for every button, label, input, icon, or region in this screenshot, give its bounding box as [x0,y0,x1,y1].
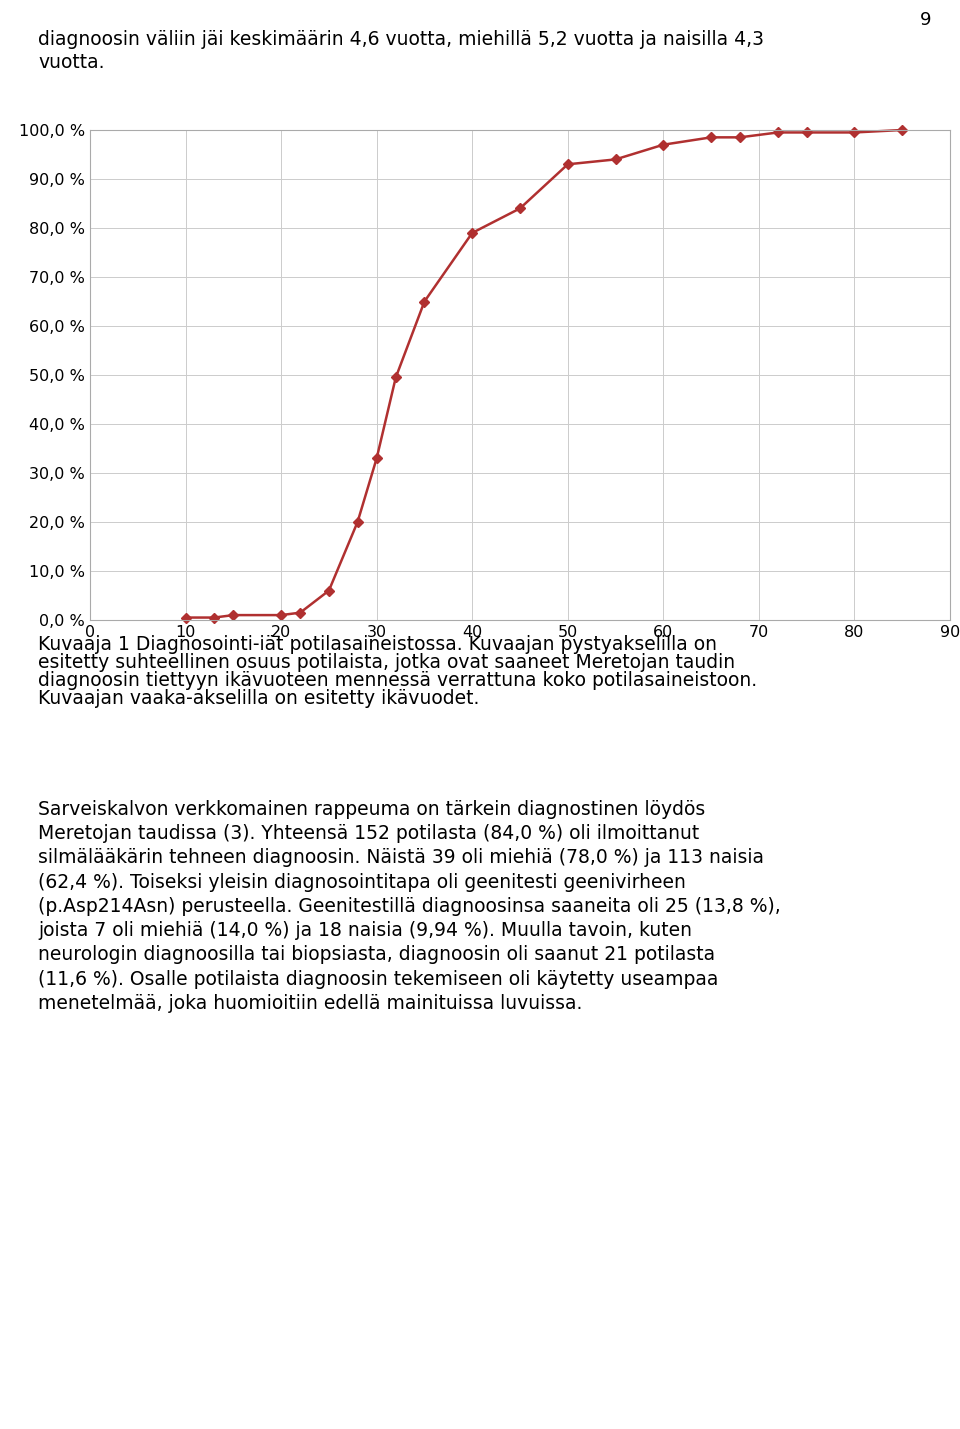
Text: Kuvaajan vaaka-akselilla on esitetty ikävuodet.: Kuvaajan vaaka-akselilla on esitetty ikä… [38,689,480,707]
Text: Kuvaaja 1 Diagnosointi-iät potilasaineistossa. Kuvaajan pystyakselilla on: Kuvaaja 1 Diagnosointi-iät potilasaineis… [38,634,717,654]
Text: 9: 9 [920,11,931,30]
Text: diagnoosin tiettyyn ikävuoteen mennessä verrattuna koko potilasaineistoon.: diagnoosin tiettyyn ikävuoteen mennessä … [38,672,757,690]
Text: vuotta.: vuotta. [38,53,105,71]
Text: esitetty suhteellinen osuus potilaista, jotka ovat saaneet Meretojan taudin: esitetty suhteellinen osuus potilaista, … [38,653,735,672]
Text: Sarveiskalvon verkkomainen rappeuma on tärkein diagnostinen löydös
Meretojan tau: Sarveiskalvon verkkomainen rappeuma on t… [38,800,781,1013]
Text: diagnoosin väliin jäi keskimäärin 4,6 vuotta, miehillä 5,2 vuotta ja naisilla 4,: diagnoosin väliin jäi keskimäärin 4,6 vu… [38,30,764,49]
